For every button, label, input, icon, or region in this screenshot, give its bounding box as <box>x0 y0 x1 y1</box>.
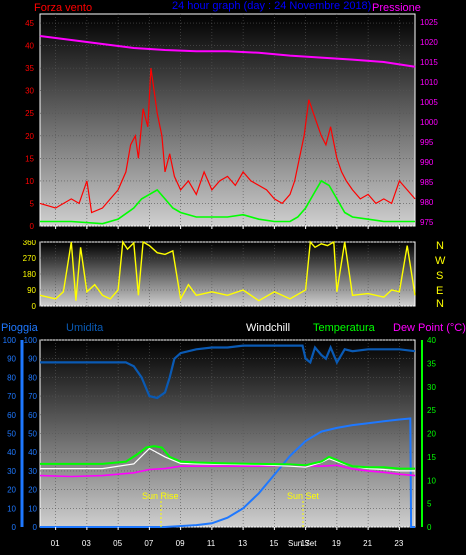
x-tick-label: 09 <box>176 539 185 548</box>
humidity-tick-label: 70 <box>28 392 37 401</box>
direction-tick-label: 180 <box>23 270 37 279</box>
wind-tick-label: 10 <box>25 177 34 186</box>
humidity-tick-label: 100 <box>24 336 38 345</box>
wind-tick-label: 0 <box>30 222 35 231</box>
rain-tick-label: 30 <box>7 467 16 476</box>
wind-pressure-chart: 0 5 10 15 20 25 30 35 40 45 975 980 985 990 995 1000 100… <box>0 0 466 232</box>
x-tick-label: 15 <box>269 539 278 548</box>
rain-label: Pioggia <box>1 322 39 334</box>
dewpoint-label: Dew Point (°C) <box>393 322 466 334</box>
wind-tick-label: 15 <box>25 154 34 163</box>
pressure-tick-label: 1015 <box>420 58 438 67</box>
pressure-line <box>39 35 416 68</box>
wind-series-line <box>39 68 416 214</box>
sunset-hour-label: Sun Set <box>288 539 317 548</box>
humidity-tick-label: 90 <box>28 355 37 364</box>
pressure-tick-label: 1025 <box>420 18 438 27</box>
wind-tick-label: 30 <box>25 87 34 96</box>
pressure-tick-label: 980 <box>420 198 434 207</box>
wind-average-line <box>40 179 415 225</box>
pressure-tick-label: 985 <box>420 178 434 187</box>
humidity-tick-label: 50 <box>28 430 37 439</box>
humidity-tick-label: 20 <box>28 486 37 495</box>
x-tick-label: 13 <box>238 539 247 548</box>
pressure-tick-label: 995 <box>420 138 434 147</box>
windchill-label: Windchill <box>246 322 290 334</box>
pressure-tick-label: 1000 <box>420 118 438 127</box>
direction-tick-label: 360 <box>23 240 37 247</box>
compass-n-bottom: N <box>436 298 444 310</box>
humidity-label: Umidita <box>66 322 104 334</box>
pressure-tick-label: 1010 <box>420 78 438 87</box>
x-tick-label: 17 <box>301 539 310 548</box>
x-tick-label: 03 <box>82 539 91 548</box>
temperature-tick-label: 35 <box>427 359 436 368</box>
x-tick-label: 11 <box>207 539 216 548</box>
wind-direction-chart: 0 90 180 270 360 N W S E N <box>0 240 466 310</box>
pressure-tick-label: 990 <box>420 158 434 167</box>
rain-tick-label: 60 <box>7 411 16 420</box>
x-tick-label: 21 <box>363 539 372 548</box>
compass-e: E <box>436 285 444 297</box>
wind-tick-label: 25 <box>25 109 34 118</box>
humidity-tick-label: 30 <box>28 467 37 476</box>
humidity-tick-label: 40 <box>28 448 37 457</box>
rain-tick-label: 10 <box>7 504 16 513</box>
pressure-axis-title: Pressione <box>372 2 421 14</box>
humidity-tick-label: 10 <box>28 504 37 513</box>
wind-tick-label: 45 <box>25 19 34 28</box>
compass-w: W <box>435 255 446 267</box>
wind-axis-title: Forza vento <box>34 2 92 14</box>
wind-tick-label: 40 <box>25 42 34 51</box>
sunset-label: Sun Set <box>287 491 320 501</box>
compass-s: S <box>436 270 444 282</box>
wind-direction-svg: 0 90 180 270 360 <box>23 240 416 310</box>
temperature-label: Temperatura <box>313 322 376 334</box>
compass-labels: N W S E N <box>434 240 450 310</box>
rain-tick-label: 70 <box>7 392 16 401</box>
rain-tick-label: 90 <box>7 355 16 364</box>
compass-n-top: N <box>436 240 444 252</box>
x-tick-label: 23 <box>394 539 403 548</box>
humidity-tick-label: 60 <box>28 411 37 420</box>
pressure-tick-label: 1005 <box>420 98 438 107</box>
rain-tick-label: 0 <box>12 523 17 532</box>
temp-humidity-chart: 0 0 10 10 20 20 30 30 40 40 50 50 60 60 70 70 80 80 90 90 10… <box>0 316 466 555</box>
x-tick-label: 19 <box>332 539 341 548</box>
pressure-tick-label: 975 <box>420 218 434 227</box>
rain-tick-label: 100 <box>3 336 17 345</box>
temperature-tick-label: 0 <box>427 523 432 532</box>
x-tick-label: 05 <box>113 539 122 548</box>
temperature-tick-label: 40 <box>427 336 436 345</box>
x-tick-label: 01 <box>51 539 60 548</box>
pressure-tick-label: 1020 <box>420 38 438 47</box>
temperature-tick-label: 10 <box>427 476 436 485</box>
rain-tick-label: 40 <box>7 448 16 457</box>
wind-pressure-svg: 0510152025303540459759809859909951000100… <box>25 0 438 231</box>
humidity-line <box>40 344 416 400</box>
rain-tick-label: 80 <box>7 373 16 382</box>
temperature-tick-label: 15 <box>427 453 436 462</box>
temperature-line <box>40 445 415 470</box>
temperature-tick-label: 25 <box>427 406 436 415</box>
wind-tick-label: 20 <box>25 132 34 141</box>
dewpoint-line <box>39 464 416 478</box>
direction-tick-label: 270 <box>23 254 37 263</box>
humidity-tick-label: 0 <box>33 523 38 532</box>
wind-tick-label: 5 <box>30 199 35 208</box>
sunrise-label: Sun Rise <box>142 491 179 501</box>
wind-tick-label: 35 <box>25 64 34 73</box>
temperature-tick-label: 30 <box>427 383 436 392</box>
chart-title: 24 hour graph (day : 24 Novembre 2018) <box>172 0 371 12</box>
temperature-tick-label: 5 <box>427 500 432 509</box>
direction-tick-label: 0 <box>32 302 37 310</box>
wind-direction-line <box>39 240 416 302</box>
direction-tick-label: 90 <box>27 286 36 295</box>
temperature-tick-label: 20 <box>427 430 436 439</box>
rain-tick-label: 50 <box>7 430 16 439</box>
rain-tick-label: 20 <box>7 486 16 495</box>
x-tick-label: 07 <box>144 539 153 548</box>
humidity-tick-label: 80 <box>28 373 37 382</box>
